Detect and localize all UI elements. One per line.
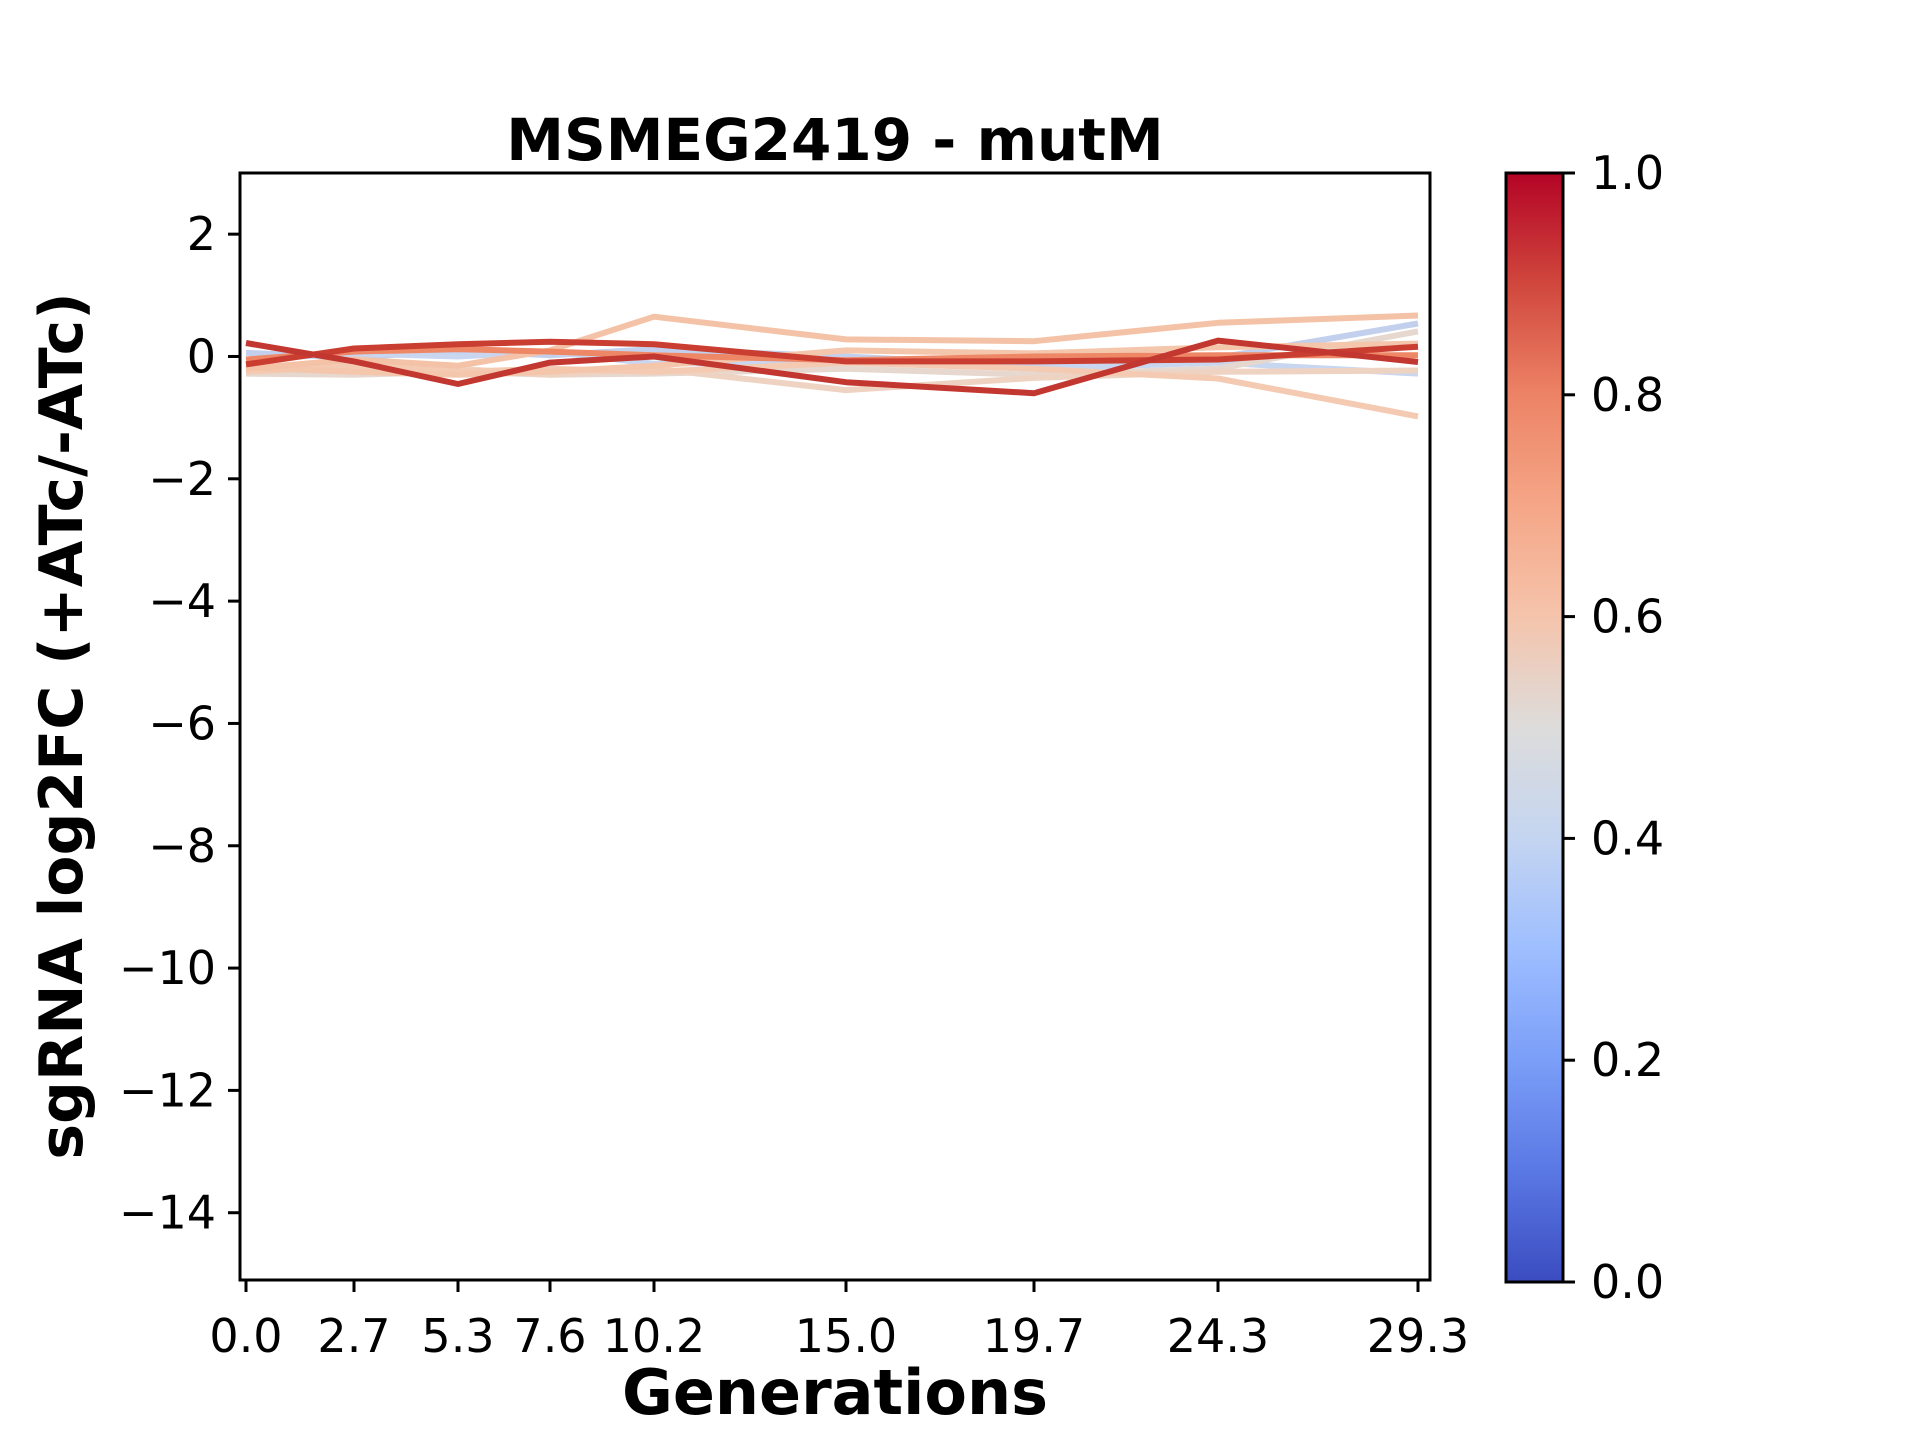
axes: 2 0 −2 −4 −6 −8 −10 −12 −14 0.0 2.7 5.3 7.6 10.2 15.0 1… xyxy=(119,171,1469,1363)
x-tick-label: 0.0 xyxy=(209,1309,282,1363)
series-line-06 xyxy=(245,340,1419,378)
y-tick-label: 2 xyxy=(187,207,216,261)
colorbar-tick-label: 0.0 xyxy=(1591,1255,1664,1309)
y-tick-label: −10 xyxy=(119,941,216,995)
series-line-04 xyxy=(245,312,1419,372)
series-lines xyxy=(245,312,1419,420)
colorbar-tick-label: 0.6 xyxy=(1591,590,1664,644)
x-tick-label: 10.2 xyxy=(603,1309,705,1363)
colorbar-border xyxy=(1504,171,1565,1284)
y-tick-label: −2 xyxy=(148,452,216,506)
x-tick-label: 15.0 xyxy=(795,1309,897,1363)
x-tick-label: 29.3 xyxy=(1367,1309,1469,1363)
x-axis-label: Generations xyxy=(622,1356,1048,1429)
x-tick-label: 7.6 xyxy=(513,1309,586,1363)
y-tick-label: −8 xyxy=(148,819,216,873)
colorbar-tick-label: 1.0 xyxy=(1591,146,1664,200)
colorbar-tick-label: 0.4 xyxy=(1591,811,1664,865)
y-tick-label: 0 xyxy=(187,329,216,383)
chart-title: MSMEG2419 - mutM xyxy=(506,106,1163,174)
y-tick-label: −6 xyxy=(148,696,216,750)
y-tick-label: −14 xyxy=(119,1186,216,1240)
colorbar-gradient xyxy=(1506,173,1563,1282)
y-tick-label: −12 xyxy=(119,1063,216,1117)
x-tick-label: 24.3 xyxy=(1167,1309,1269,1363)
colorbar: 1.0 0.8 0.6 0.4 0.2 0.0 xyxy=(1504,146,1664,1309)
x-tick-label: 5.3 xyxy=(421,1309,494,1363)
x-tick-label: 2.7 xyxy=(317,1309,390,1363)
x-tick-label: 19.7 xyxy=(983,1309,1085,1363)
colorbar-tick-label: 0.8 xyxy=(1591,368,1664,422)
y-axis-label: sgRNA log2FC (+ATc/-ATc) xyxy=(27,292,97,1159)
y-tick-label: −4 xyxy=(148,574,216,628)
plot-border xyxy=(238,171,1432,1282)
colorbar-tick-label: 0.2 xyxy=(1591,1033,1664,1087)
series-line-01 xyxy=(245,337,1419,397)
